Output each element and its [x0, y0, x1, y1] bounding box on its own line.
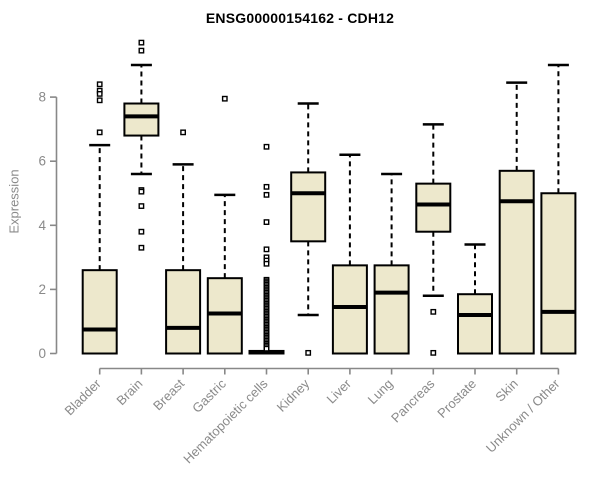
outlier-point-gastric [221, 95, 228, 102]
box-lung [373, 264, 410, 355]
box-brain [123, 102, 160, 137]
x-tick-label: Bladder [62, 376, 105, 419]
x-tick-label: Skin [492, 376, 520, 404]
outlier-point-brain [138, 39, 145, 46]
y-tick-label: 4 [38, 218, 46, 233]
outlier-point-brain [138, 244, 145, 251]
y-tick-label: 0 [38, 346, 46, 361]
box-kidney [290, 171, 327, 243]
box-breast [165, 269, 202, 355]
outlier-point-bladder [96, 97, 103, 104]
outlier-point-bladder [96, 81, 103, 88]
outlier-point-pancreas [430, 308, 437, 315]
x-tick-label: Pancreas [388, 376, 438, 426]
outlier-point-bladder [96, 90, 103, 97]
outlier-point-pancreas [430, 349, 437, 356]
box-liver [331, 264, 368, 355]
outlier-point-hematopoietic-cells [263, 191, 270, 198]
outlier-point-brain [138, 47, 145, 54]
x-tick-label: Lung [365, 376, 396, 407]
box-gastric [206, 277, 243, 355]
box-prostate [457, 293, 493, 355]
outlier-point-hematopoietic-cells [263, 260, 270, 267]
y-tick-label: 6 [38, 154, 46, 169]
y-tick-label: 8 [38, 90, 46, 105]
x-tick-label: Unknown / Other [483, 376, 563, 456]
x-tick-label: Kidney [274, 376, 313, 415]
outlier-point-hematopoietic-cells [263, 143, 270, 150]
x-tick-label: Liver [323, 376, 354, 407]
outlier-point-brain [138, 228, 145, 235]
outlier-point-hematopoietic-cells [263, 183, 270, 190]
box-pancreas [415, 182, 452, 233]
outlier-point-bladder [96, 129, 103, 136]
x-tick-label: Breast [150, 376, 187, 413]
x-tick-label: Prostate [434, 376, 479, 421]
chart-title: ENSG00000154162 - CDH12 [205, 10, 395, 26]
outlier-point-hematopoietic-cells [263, 345, 270, 352]
y-tick-label: 2 [38, 282, 46, 297]
x-tick-label: Gastric [189, 376, 229, 416]
box-unknown-other [540, 192, 577, 355]
outlier-point-breast [180, 129, 186, 136]
outlier-point-hematopoietic-cells [263, 219, 270, 225]
outlier-point-brain [138, 203, 145, 209]
box-skin [498, 169, 535, 355]
x-tick-label: Brain [113, 376, 145, 408]
box-bladder [81, 269, 118, 355]
outlier-point-hematopoietic-cells [263, 246, 270, 253]
outlier-point-brain [138, 188, 145, 195]
outlier-point-kidney [305, 349, 312, 356]
